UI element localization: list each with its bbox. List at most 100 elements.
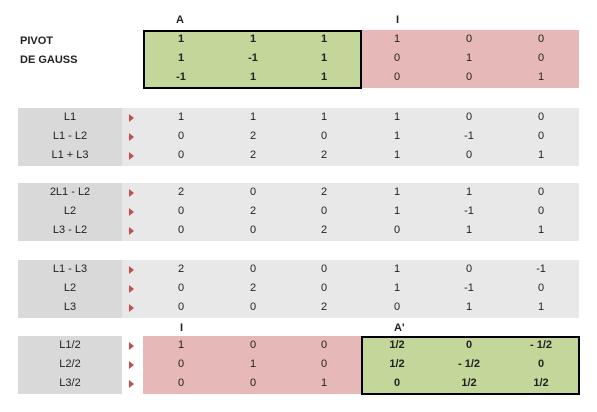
matrix-cell: 0: [320, 263, 328, 275]
matrix-cell: 1: [177, 111, 185, 123]
matrix-cell: 1: [537, 301, 545, 313]
matrix-cell: 2: [320, 186, 328, 198]
matrix-cell: 2: [249, 205, 257, 217]
matrix-cell: 1: [177, 52, 185, 64]
matrix-cell: 1: [177, 339, 185, 351]
matrix-cell: 1: [249, 71, 257, 83]
matrix-cell: 0: [465, 339, 473, 351]
matrix-cell: 0: [177, 358, 185, 370]
matrix-cell: 0: [249, 301, 257, 313]
matrix-cell: 0: [177, 301, 185, 313]
matrix-cell: 0: [465, 71, 473, 83]
row-label: L2: [63, 282, 77, 294]
matrix-cell: 1: [249, 111, 257, 123]
matrix-cell: 0: [320, 358, 328, 370]
matrix-cell: 0: [393, 301, 401, 313]
matrix-cell: -1: [248, 52, 258, 64]
matrix-cell: 0: [249, 224, 257, 236]
inverse-border: [361, 336, 580, 395]
inverse-background: [361, 336, 579, 394]
header-i: I: [396, 14, 400, 26]
matrix-cell: 0: [537, 282, 545, 294]
arrow-icon: [129, 361, 134, 369]
matrix-cell: -1: [464, 282, 474, 294]
matrix-cell: 2: [177, 263, 185, 275]
matrix-cell: 0: [465, 149, 473, 161]
row-label: L2: [63, 205, 77, 217]
arrow-icon: [129, 285, 134, 293]
matrix-cell: 0: [249, 339, 257, 351]
matrix-cell: 1: [393, 111, 401, 123]
matrix-cell: 1: [465, 224, 473, 236]
row-label: L3: [63, 301, 77, 313]
title-line-1: PIVOT: [20, 35, 54, 47]
bottom-identity-background: [143, 336, 361, 394]
matrix-cell: 0: [393, 224, 401, 236]
matrix-cell: 0: [537, 130, 545, 142]
row-label: L3/2: [59, 377, 81, 389]
matrix-cell: 1: [320, 33, 328, 45]
matrix-cell: 0: [537, 111, 545, 123]
matrix-a-background: [143, 30, 361, 88]
arrow-icon: [129, 208, 134, 216]
matrix-cell: 2: [320, 224, 328, 236]
matrix-cell: -1: [536, 263, 546, 275]
matrix-cell: 2: [249, 130, 257, 142]
matrix-cell: 0: [320, 339, 328, 351]
row-label: L3 - L2: [52, 224, 88, 236]
matrix-cell: 0: [320, 130, 328, 142]
matrix-cell: 0: [249, 377, 257, 389]
matrix-cell: 1: [393, 33, 401, 45]
arrow-icon: [129, 304, 134, 312]
matrix-cell: 1: [393, 282, 401, 294]
matrix-cell: 0: [465, 33, 473, 45]
matrix-cell: 2: [320, 149, 328, 161]
row-label: L2/2: [59, 358, 81, 370]
matrix-cell: 0: [537, 33, 545, 45]
matrix-cell: 0: [393, 377, 401, 389]
matrix-cell: 1: [177, 33, 185, 45]
row-label: L1/2: [59, 339, 81, 351]
matrix-cell: 1: [393, 205, 401, 217]
matrix-cell: 0: [537, 186, 545, 198]
matrix-cell: 2: [249, 149, 257, 161]
matrix-cell: 0: [177, 282, 185, 294]
matrix-cell: 0: [177, 224, 185, 236]
row-label: L1 - L2: [52, 130, 88, 142]
matrix-cell: 2: [177, 186, 185, 198]
matrix-cell: -1: [176, 71, 186, 83]
matrix-cell: 1: [249, 358, 257, 370]
matrix-cell: 2: [320, 301, 328, 313]
row-label: 2L1 - L2: [49, 186, 91, 198]
matrix-cell: 1/2: [389, 339, 405, 351]
matrix-cell: 0: [465, 263, 473, 275]
matrix-cell: 0: [249, 186, 257, 198]
matrix-cell: 0: [177, 205, 185, 217]
matrix-cell: 1: [393, 186, 401, 198]
matrix-cell: 0: [177, 130, 185, 142]
matrix-cell: 2: [249, 282, 257, 294]
matrix-cell: 1: [465, 52, 473, 64]
matrix-cell: 0: [537, 358, 545, 370]
header-a: A: [176, 14, 184, 26]
labels-bg-4: [18, 336, 122, 394]
matrix-cell: 0: [393, 52, 401, 64]
arrow-icon: [129, 380, 134, 388]
matrix-cell: 0: [537, 205, 545, 217]
arrow-icon: [129, 189, 134, 197]
matrix-cell: 0: [465, 111, 473, 123]
matrix-cell: 1: [537, 71, 545, 83]
matrix-cell: 1: [393, 263, 401, 275]
matrix-cell: 1: [320, 71, 328, 83]
arrow-icon: [129, 227, 134, 235]
matrix-cell: 1: [537, 224, 545, 236]
matrix-cell: 1/2: [461, 377, 477, 389]
identity-background: [361, 30, 579, 88]
matrix-cell: 1: [320, 111, 328, 123]
matrix-cell: 1: [465, 186, 473, 198]
matrix-cell: 0: [393, 71, 401, 83]
matrix-cell: 0: [320, 282, 328, 294]
header-a-prime: A': [394, 322, 405, 334]
matrix-cell: 1: [320, 52, 328, 64]
matrix-cell: -1: [464, 205, 474, 217]
